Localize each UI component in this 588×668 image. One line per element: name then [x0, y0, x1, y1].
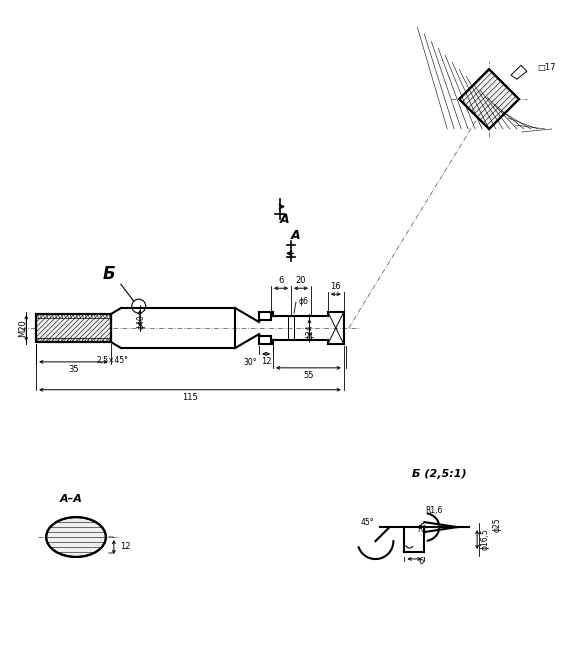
Polygon shape [36, 314, 111, 342]
Text: 20: 20 [296, 277, 306, 285]
Text: Б (2,5:1): Б (2,5:1) [412, 470, 467, 480]
Text: А: А [291, 229, 301, 242]
Polygon shape [511, 65, 527, 79]
Text: 12: 12 [261, 357, 272, 366]
Text: 115: 115 [182, 393, 198, 401]
Text: □17: □17 [537, 63, 555, 71]
Ellipse shape [46, 517, 106, 557]
Text: R1: R1 [417, 525, 427, 534]
Text: ϕ24: ϕ24 [306, 325, 315, 339]
Text: 6: 6 [278, 277, 284, 285]
Text: ϕ40: ϕ40 [136, 315, 145, 329]
Text: 55: 55 [303, 371, 313, 380]
Text: 16: 16 [330, 282, 341, 291]
Text: 12: 12 [120, 542, 131, 552]
Text: ϕ16,5: ϕ16,5 [481, 528, 490, 550]
Text: Б: Б [102, 265, 115, 283]
Text: R1,6: R1,6 [426, 506, 443, 515]
Text: 30°: 30° [243, 358, 257, 367]
Text: ϕ6: ϕ6 [299, 297, 309, 306]
Polygon shape [459, 69, 519, 129]
Text: А–А: А–А [59, 494, 82, 504]
Text: М20: М20 [18, 319, 27, 337]
Text: 35: 35 [68, 365, 79, 374]
Text: 6: 6 [419, 557, 424, 566]
Text: 2,5×45°: 2,5×45° [97, 356, 129, 365]
Text: 45°: 45° [361, 518, 375, 527]
Text: А: А [280, 212, 290, 226]
Text: ϕ25: ϕ25 [493, 518, 502, 532]
